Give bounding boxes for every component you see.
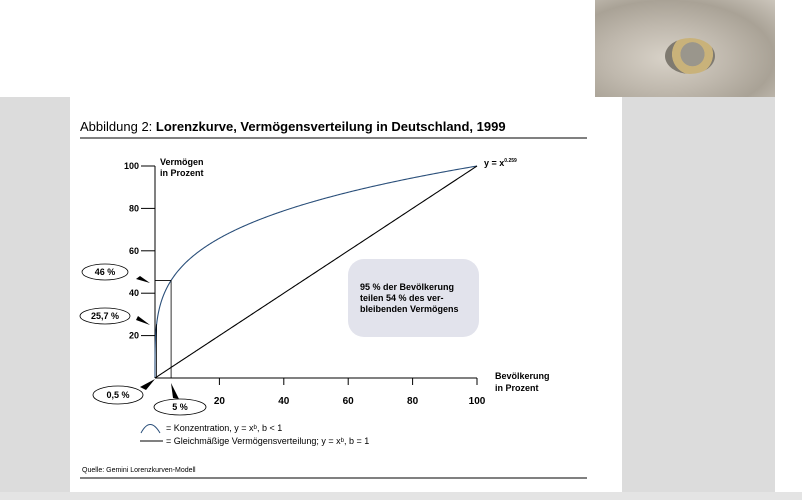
x-tick-label: 60 [343, 396, 355, 407]
callout-46: 46 % [81, 263, 150, 283]
x-tick-label: 40 [278, 396, 290, 407]
x-tick-label: 100 [469, 396, 486, 407]
content-panel [70, 97, 622, 492]
x-axis-label-2: in Prozent [495, 383, 539, 393]
x-axis-label-1: Bevölkerung [495, 371, 550, 381]
y-axis-label-1: Vermögen [160, 157, 204, 167]
annotation-line-3: bleibenden Vermögens [360, 304, 459, 314]
annotation-box [348, 259, 479, 337]
callout-0-5: 0,5 % [92, 379, 155, 405]
legend-curve-icon [140, 424, 161, 434]
chart-title: Abbildung 2: Lorenzkurve, Vermögensverte… [80, 119, 506, 134]
svg-text:0,5 %: 0,5 % [106, 390, 129, 400]
svg-text:25,7 %: 25,7 % [91, 311, 119, 321]
x-tick-label: 80 [407, 396, 419, 407]
y-axis-label-2: in Prozent [160, 168, 204, 178]
footer-strip [0, 492, 802, 500]
y-tick-label: 100 [124, 161, 139, 171]
callout-25-7: 25,7 % [79, 307, 150, 325]
y-tick-label: 20 [129, 331, 139, 341]
curve-equation: y = x0.259 [484, 158, 517, 168]
owl-eye-image [665, 38, 715, 74]
y-tick-label: 80 [129, 203, 139, 213]
y-tick-label: 60 [129, 246, 139, 256]
legend-concentration: = Konzentration, y = xᵇ, b < 1 [166, 423, 282, 433]
annotation-line-1: 95 % der Bevölkerung [360, 282, 454, 292]
legend-equal: = Gleichmäßige Vermögensverteilung; y = … [166, 436, 369, 446]
svg-text:46 %: 46 % [95, 267, 116, 277]
svg-text:5 %: 5 % [172, 402, 188, 412]
right-sidebar [622, 97, 775, 500]
left-sidebar [0, 97, 70, 500]
y-tick-label: 40 [129, 288, 139, 298]
callout-5: 5 % [153, 383, 207, 416]
annotation-line-2: teilen 54 % des ver- [360, 293, 444, 303]
x-tick-label: 20 [214, 396, 226, 407]
equal-distribution-line [154, 165, 478, 379]
source-note: Quelle: Gemini Lorenzkurven-Modell [82, 467, 196, 474]
